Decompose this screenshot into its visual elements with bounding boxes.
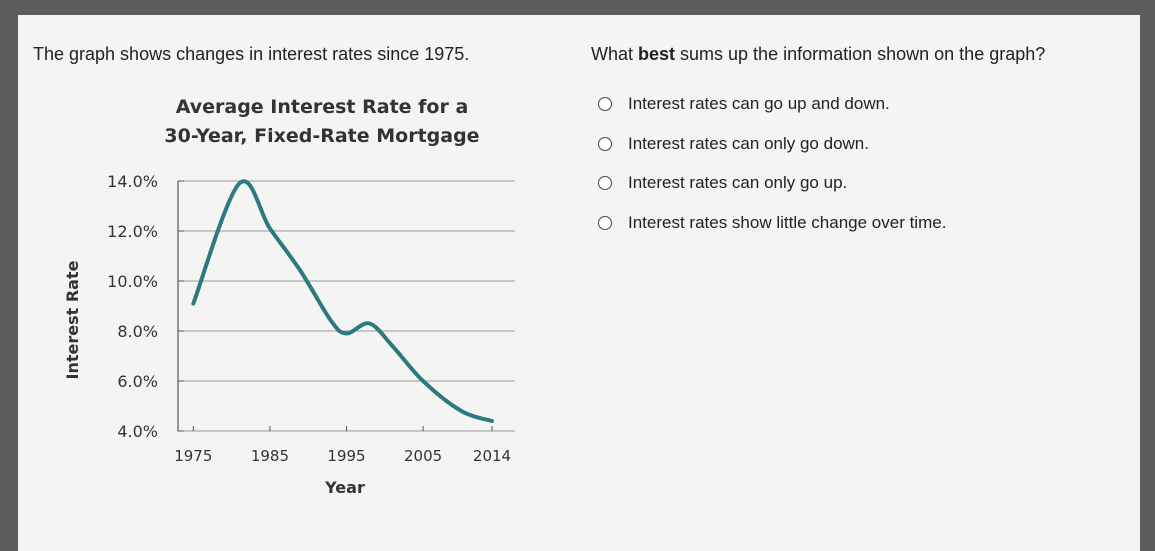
x-tick-label: 1975 xyxy=(174,447,212,465)
y-tick-label: 4.0% xyxy=(117,422,158,441)
x-axis-label: Year xyxy=(324,478,365,497)
question: What best sums up the information shown … xyxy=(591,44,1045,65)
option-label[interactable]: Interest rates can only go down. xyxy=(628,133,869,153)
option-label[interactable]: Interest rates can go up and down. xyxy=(628,94,890,113)
question-text: sums up the information shown on the gra… xyxy=(675,44,1046,64)
x-tick-label: 2014 xyxy=(473,447,511,465)
x-tick-label: 2005 xyxy=(404,447,442,465)
y-tick-label: 12.0% xyxy=(107,222,158,241)
chart: Average Interest Rate for a 30-Year, Fixe… xyxy=(63,96,515,497)
y-tick-label: 8.0% xyxy=(117,322,158,341)
x-tick-label: 1985 xyxy=(251,447,289,465)
question-emphasis: best xyxy=(638,44,676,64)
option-label[interactable]: Interest rates can only go up. xyxy=(628,173,848,192)
radio-button[interactable] xyxy=(598,136,612,151)
answer-option[interactable]: Interest rates show little change over t… xyxy=(598,213,946,233)
y-axis-label: Interest Rate xyxy=(63,260,82,379)
question-text: What xyxy=(591,44,639,64)
question-card xyxy=(18,15,1140,551)
answer-option[interactable]: Interest rates can go up and down. xyxy=(598,94,890,114)
y-tick-label: 10.0% xyxy=(107,272,158,291)
radio-button[interactable] xyxy=(598,215,612,230)
answer-option[interactable]: Interest rates can only go up. xyxy=(598,173,847,193)
chart-title: Average Interest Rate for a xyxy=(176,96,469,118)
chart-title: 30-Year, Fixed-Rate Mortgage xyxy=(164,125,479,147)
radio-button[interactable] xyxy=(598,176,612,190)
prompt: The graph shows changes in interest rate… xyxy=(33,44,470,64)
y-tick-label: 6.0% xyxy=(117,372,158,391)
option-label[interactable]: Interest rates show little change over t… xyxy=(628,212,947,232)
y-tick-label: 14.0% xyxy=(107,172,158,191)
radio-button[interactable] xyxy=(598,97,612,111)
answer-option[interactable]: Interest rates can only go down. xyxy=(598,134,869,154)
data-line xyxy=(191,179,495,423)
x-tick-label: 1995 xyxy=(327,447,365,465)
